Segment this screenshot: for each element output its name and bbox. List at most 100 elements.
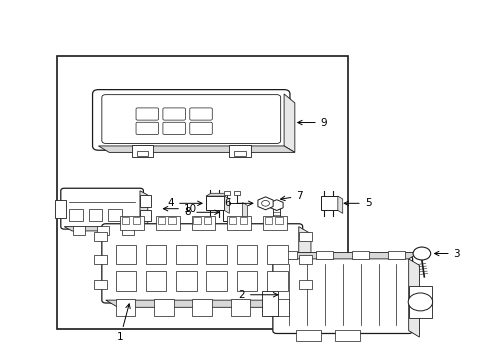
Bar	[206, 271, 227, 291]
Bar	[132, 145, 153, 157]
Bar	[168, 217, 175, 224]
Bar	[116, 244, 136, 264]
Bar	[133, 217, 140, 224]
Bar	[223, 203, 243, 221]
Bar	[267, 244, 288, 264]
Bar	[69, 209, 83, 221]
Bar	[227, 216, 251, 230]
Bar	[335, 329, 360, 341]
FancyBboxPatch shape	[190, 108, 212, 120]
Polygon shape	[284, 94, 295, 152]
Ellipse shape	[413, 247, 431, 260]
Bar	[140, 210, 151, 221]
Bar	[57, 56, 347, 329]
Bar	[234, 191, 240, 195]
Bar	[206, 196, 224, 211]
Bar	[116, 271, 136, 291]
Text: 6: 6	[225, 198, 253, 208]
Bar	[122, 226, 134, 234]
Polygon shape	[243, 203, 247, 224]
Text: 3: 3	[435, 248, 460, 258]
Bar	[193, 217, 200, 224]
Bar	[237, 271, 257, 291]
Bar	[154, 299, 173, 316]
Text: 8: 8	[185, 207, 219, 217]
Bar	[94, 232, 107, 241]
Bar	[146, 271, 166, 291]
Polygon shape	[338, 196, 343, 213]
Bar	[73, 226, 85, 234]
Bar	[55, 200, 66, 218]
Text: 5: 5	[344, 198, 371, 208]
Bar	[158, 217, 165, 224]
Polygon shape	[409, 259, 419, 337]
Polygon shape	[106, 300, 311, 307]
Bar	[206, 244, 227, 264]
Bar	[116, 299, 135, 316]
Bar	[273, 206, 280, 232]
Bar	[94, 255, 107, 264]
Polygon shape	[258, 197, 273, 210]
Bar	[229, 217, 236, 224]
Polygon shape	[270, 200, 283, 211]
Bar	[262, 291, 278, 316]
Bar	[265, 217, 272, 224]
Text: 1: 1	[117, 304, 130, 342]
Text: 2: 2	[238, 290, 278, 300]
Bar	[108, 209, 122, 221]
FancyBboxPatch shape	[163, 122, 185, 134]
Bar	[263, 216, 287, 230]
FancyBboxPatch shape	[163, 108, 185, 120]
Bar	[299, 232, 312, 241]
Bar	[192, 216, 215, 230]
Bar	[176, 271, 196, 291]
Polygon shape	[277, 252, 419, 259]
Bar	[137, 150, 148, 156]
Bar	[234, 150, 246, 156]
FancyBboxPatch shape	[273, 256, 413, 333]
Text: 7: 7	[281, 191, 303, 201]
Text: 10: 10	[163, 204, 197, 214]
Text: 4: 4	[168, 198, 202, 208]
FancyBboxPatch shape	[136, 122, 159, 134]
Bar	[176, 244, 196, 264]
Ellipse shape	[408, 293, 433, 311]
Bar	[231, 299, 250, 316]
Bar	[299, 255, 312, 264]
Bar	[240, 217, 247, 224]
Bar	[280, 251, 297, 259]
Polygon shape	[224, 196, 229, 213]
Polygon shape	[299, 226, 311, 307]
Bar	[204, 217, 211, 224]
Bar	[296, 329, 321, 341]
Bar	[146, 244, 166, 264]
Bar	[156, 216, 179, 230]
Bar	[121, 216, 144, 230]
Bar	[321, 196, 338, 211]
Bar	[275, 217, 283, 224]
Bar	[193, 299, 212, 316]
Bar	[229, 145, 251, 157]
Bar	[316, 251, 333, 259]
Ellipse shape	[262, 201, 270, 206]
FancyBboxPatch shape	[102, 224, 303, 303]
FancyBboxPatch shape	[190, 122, 212, 134]
Bar	[270, 299, 289, 316]
Bar	[352, 251, 369, 259]
Polygon shape	[98, 146, 295, 152]
Bar	[122, 217, 129, 224]
Polygon shape	[64, 226, 148, 231]
Bar	[299, 280, 312, 289]
Bar	[98, 226, 109, 234]
Bar	[388, 251, 405, 259]
Bar	[267, 271, 288, 291]
Bar	[224, 191, 230, 195]
Text: 9: 9	[298, 117, 327, 127]
Bar	[140, 195, 151, 207]
Polygon shape	[140, 191, 148, 231]
Bar	[94, 280, 107, 289]
Bar	[409, 286, 432, 318]
FancyBboxPatch shape	[93, 90, 290, 150]
FancyBboxPatch shape	[102, 95, 281, 143]
Bar	[237, 244, 257, 264]
